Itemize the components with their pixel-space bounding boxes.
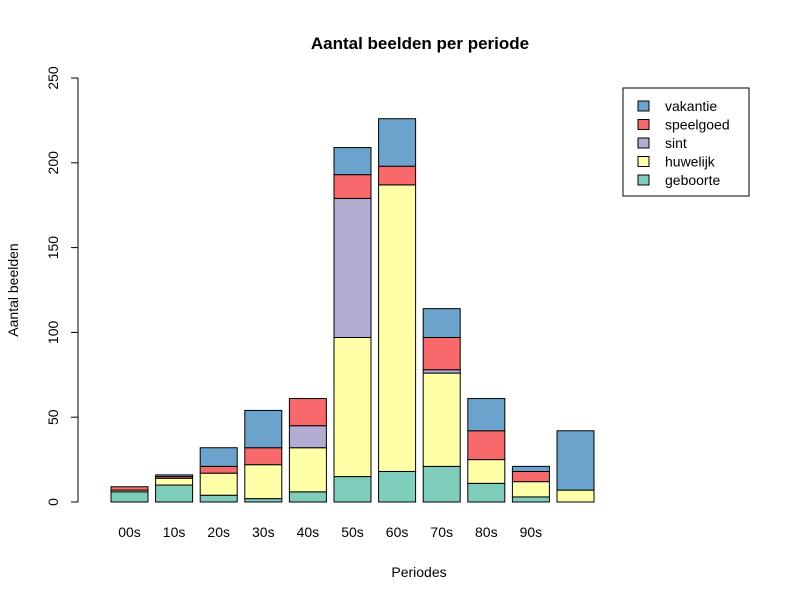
x-tick-label: 30s xyxy=(252,524,275,540)
bar-segment-geboorte xyxy=(511,496,550,503)
legend-swatch-sint xyxy=(637,137,650,149)
bar-segment-vakantie xyxy=(155,474,194,478)
y-tick-label: 150 xyxy=(45,236,61,260)
bar-segment-geboorte xyxy=(199,494,238,503)
bar-segment-sint xyxy=(422,369,461,374)
bar-segment-vakantie xyxy=(333,147,372,176)
bar-segment-geboorte xyxy=(378,470,417,503)
bar-stack xyxy=(511,465,550,503)
x-tick-labels: 00s 10s 20s 30s 40s 50s 60s 70s 80s 90s xyxy=(118,524,542,540)
bar-segment-vakantie xyxy=(467,398,506,432)
bar-segment-speelgoed xyxy=(244,447,283,466)
legend-swatch-huwelijk xyxy=(637,156,650,167)
bar-stack xyxy=(110,486,149,503)
bar-segment-huwelijk xyxy=(556,489,595,503)
bar-stack xyxy=(422,308,461,503)
x-tick-label: 80s xyxy=(475,524,498,540)
bar-segment-huwelijk xyxy=(422,372,461,467)
bar-segment-huwelijk xyxy=(378,184,417,472)
bar-segment-speelgoed xyxy=(378,165,417,186)
legend-label-huwelijk: huwelijk xyxy=(665,154,716,170)
chart-title: Aantal beelden per periode xyxy=(311,34,529,53)
bar-segment-speelgoed xyxy=(288,398,327,427)
bar-segment-sint xyxy=(333,197,372,338)
bar-segment-huwelijk xyxy=(467,459,506,484)
bar-segment-speelgoed xyxy=(199,465,238,474)
bar-stack xyxy=(378,118,417,503)
bar-segment-geboorte xyxy=(288,491,327,503)
bar-segment-geboorte xyxy=(110,491,149,503)
x-tick-label: 70s xyxy=(430,524,453,540)
bar-segment-huwelijk xyxy=(244,464,283,500)
x-tick-label: 90s xyxy=(520,524,543,540)
bar-stack xyxy=(467,398,506,503)
bar-segment-huwelijk xyxy=(511,481,550,498)
legend-swatch-geboorte xyxy=(637,174,650,186)
legend-label-geboorte: geboorte xyxy=(665,172,720,188)
bar-segment-vakantie xyxy=(244,409,283,449)
x-tick-label: 00s xyxy=(118,524,141,540)
bar-segment-vakantie xyxy=(556,430,595,491)
y-tick-label: 0 xyxy=(45,498,61,506)
bar-stack xyxy=(288,398,327,503)
x-tick-label: 40s xyxy=(297,524,320,540)
bar-stack xyxy=(244,409,283,503)
bar-segment-speelgoed xyxy=(110,486,149,491)
bar-segment-geboorte xyxy=(422,465,461,503)
bar-segment-speelgoed xyxy=(422,336,461,371)
y-axis-label: Aantal beelden xyxy=(5,243,21,336)
legend: vakantie speelgoed sint huwelijk geboorte xyxy=(622,87,750,197)
bar-segment-geboorte xyxy=(155,484,194,503)
bar-segment-huwelijk xyxy=(333,336,372,478)
bar-segment-geboorte xyxy=(244,498,283,503)
bar-stack xyxy=(333,147,372,503)
bar-segment-vakantie xyxy=(199,447,238,467)
legend-swatch-vakantie xyxy=(637,100,650,112)
bar-segment-speelgoed xyxy=(467,430,506,461)
legend-label-sint: sint xyxy=(665,135,687,151)
y-tick-label: 200 xyxy=(45,151,61,175)
x-tick-label: 10s xyxy=(163,524,186,540)
bar-segment-huwelijk xyxy=(199,472,238,496)
bar-segment-speelgoed xyxy=(333,174,372,199)
bar-segment-huwelijk xyxy=(288,447,327,493)
legend-label-speelgoed: speelgoed xyxy=(665,117,730,133)
bar-segment-geboorte xyxy=(467,482,506,503)
y-tick-label: 250 xyxy=(45,66,61,90)
bar-segment-huwelijk xyxy=(155,477,194,486)
bar-segment-vakantie xyxy=(378,118,417,167)
legend-label-vakantie: vakantie xyxy=(665,98,717,114)
y-tick-label: 50 xyxy=(45,409,61,425)
bar-segment-sint xyxy=(288,425,327,449)
y-axis: 0 50 100 150 200 250 xyxy=(45,66,79,506)
x-axis-label: Periodes xyxy=(391,564,446,580)
bar-segment-vakantie xyxy=(511,465,550,472)
x-tick-label: 20s xyxy=(207,524,230,540)
bar-stack xyxy=(155,474,194,503)
bar-segment-vakantie xyxy=(422,308,461,338)
bar-stack xyxy=(199,447,238,503)
y-tick-label: 100 xyxy=(45,321,61,345)
legend-swatch-speelgoed xyxy=(637,119,650,130)
x-tick-label: 50s xyxy=(341,524,364,540)
x-tick-label: 60s xyxy=(386,524,409,540)
bar-segment-speelgoed xyxy=(511,470,550,483)
bar-segment-geboorte xyxy=(333,476,372,503)
bar-stack xyxy=(556,430,595,503)
bars xyxy=(110,118,595,503)
